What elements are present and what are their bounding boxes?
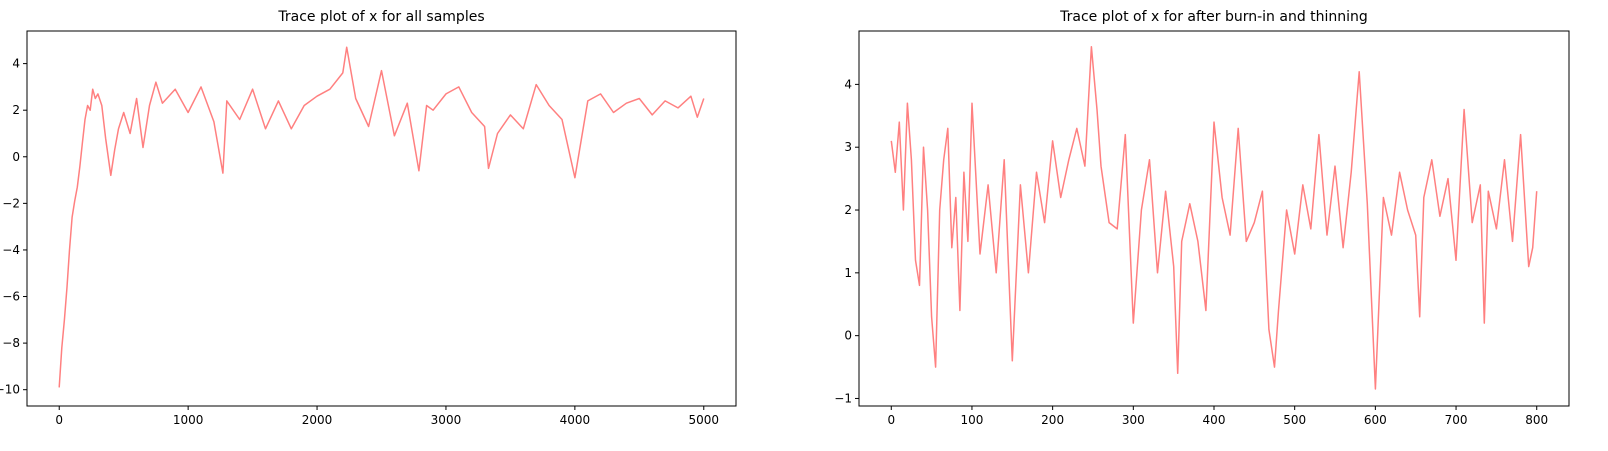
y-tick-label: 3 xyxy=(844,140,852,154)
y-tick-label: 4 xyxy=(12,57,20,71)
plot-frame xyxy=(858,30,1570,407)
x-tick-label: 0 xyxy=(55,413,63,427)
chart-after-burn-in: Trace plot of x for after burn-in and th… xyxy=(834,9,1570,427)
x-tick-label: 100 xyxy=(961,413,984,427)
x-tick-label: 500 xyxy=(1283,413,1306,427)
series-line xyxy=(890,45,1538,390)
x-tick-label: 700 xyxy=(1445,413,1468,427)
x-tick-label: 400 xyxy=(1203,413,1226,427)
y-tick-label: 0 xyxy=(844,329,852,343)
chart-title: Trace plot of x for all samples xyxy=(277,9,484,25)
x-tick-label: 600 xyxy=(1364,413,1387,427)
y-tick-label: 2 xyxy=(12,103,20,117)
y-tick-label: −8 xyxy=(2,336,20,350)
y-tick-label: 0 xyxy=(12,150,20,164)
x-tick-label: 0 xyxy=(887,413,895,427)
x-tick-label: 300 xyxy=(1122,413,1145,427)
y-tick-label: 1 xyxy=(844,266,852,280)
series-line xyxy=(58,46,705,388)
y-tick-label: 2 xyxy=(844,203,852,217)
y-tick-label: 4 xyxy=(844,77,852,91)
chart-title: Trace plot of x for after burn-in and th… xyxy=(1059,9,1368,25)
y-tick-label: −1 xyxy=(834,391,852,405)
x-tick-label: 200 xyxy=(1041,413,1064,427)
x-tick-label: 5000 xyxy=(688,413,719,427)
y-tick-label: −4 xyxy=(2,243,20,257)
x-tick-label: 3000 xyxy=(431,413,462,427)
y-tick-label: −10 xyxy=(0,383,20,397)
x-tick-label: 2000 xyxy=(302,413,333,427)
y-tick-label: −6 xyxy=(2,290,20,304)
x-tick-label: 800 xyxy=(1525,413,1548,427)
y-tick-label: −2 xyxy=(2,196,20,210)
x-tick-label: 1000 xyxy=(173,413,204,427)
x-tick-label: 4000 xyxy=(560,413,591,427)
chart-all-samples: Trace plot of x for all samples 0 1000 200… xyxy=(0,9,737,427)
plot-frame xyxy=(26,30,737,407)
